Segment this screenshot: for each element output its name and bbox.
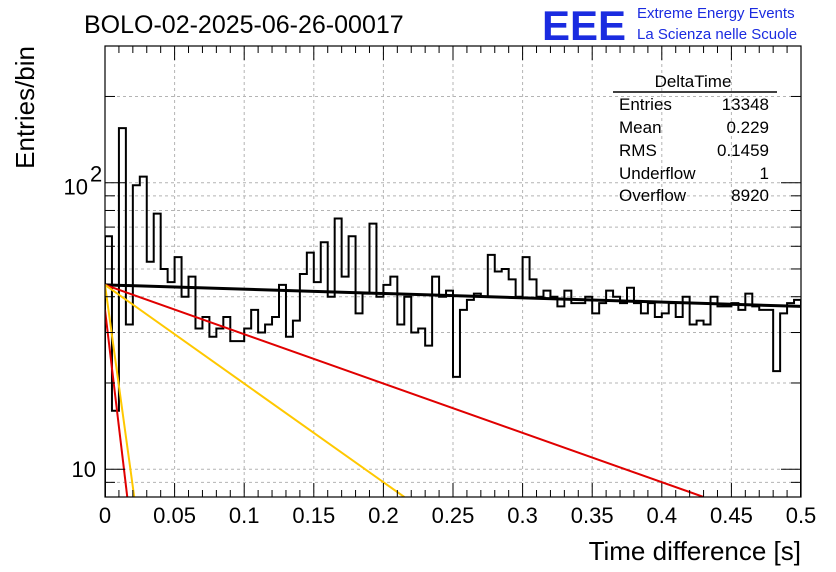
eee-logo-text: EEE [542, 2, 626, 49]
x-tick-label: 0.3 [507, 503, 538, 528]
y-tick-label: 10 [72, 457, 96, 482]
stats-box: DeltaTime Entries 13348 Mean 0.229 RMS 0… [613, 72, 777, 205]
fit-line [105, 283, 704, 497]
stats-label: Mean [619, 118, 662, 137]
stats-row: Underflow 1 [619, 164, 769, 183]
histogram-bars [105, 127, 801, 497]
fit-line [105, 284, 136, 497]
stats-value: 1 [760, 164, 769, 183]
chart-title: BOLO-02-2025-06-26-00017 [84, 11, 404, 39]
histogram-step [105, 127, 801, 497]
x-tick-label: 0.5 [786, 503, 817, 528]
x-tick-label: 0.45 [710, 503, 753, 528]
x-tick-label: 0.25 [432, 503, 475, 528]
x-tick-label: 0.35 [571, 503, 614, 528]
fit-line [105, 283, 801, 308]
stats-row: Mean 0.229 [619, 118, 769, 137]
stats-label: RMS [619, 141, 657, 160]
x-tick-label: 0.1 [229, 503, 260, 528]
stats-value: 13348 [722, 95, 769, 114]
axis-ticks [104, 45, 802, 498]
y-tick-label: 10 [64, 175, 88, 200]
x-tick-label: 0.4 [647, 503, 678, 528]
stats-label: Underflow [619, 164, 696, 183]
y-tick-label-exponent: 2 [90, 162, 102, 187]
fit-line [105, 284, 405, 497]
stats-value: 0.1459 [717, 141, 769, 160]
y-axis-title: Entries/bin [10, 46, 40, 169]
stats-value: 8920 [731, 186, 769, 205]
eee-logo-line2: La Scienza nelle Scuole [637, 26, 797, 43]
stats-row: RMS 0.1459 [619, 141, 769, 160]
stats-row: Overflow 8920 [619, 186, 769, 205]
stats-label: Entries [619, 95, 672, 114]
eee-logo: EEE Extreme Energy Events La Scienza nel… [542, 2, 797, 49]
x-tick-label: 0.2 [368, 503, 399, 528]
fit-line [105, 309, 129, 497]
x-tick-labels: 0 0.05 0.1 0.15 0.2 0.25 0.3 0.35 0.4 0.45 0.5 [99, 503, 816, 528]
fit-lines [105, 283, 801, 497]
x-axis-title: Time difference [s] [589, 536, 801, 566]
x-tick-label: 0 [99, 503, 111, 528]
x-tick-label: 0.05 [153, 503, 196, 528]
stats-value: 0.229 [726, 118, 769, 137]
eee-logo-line1: Extreme Energy Events [637, 5, 795, 22]
stats-row: Entries 13348 [619, 95, 769, 114]
stats-label: Overflow [619, 186, 687, 205]
x-tick-label: 0.15 [292, 503, 335, 528]
stats-name: DeltaTime [655, 72, 732, 91]
